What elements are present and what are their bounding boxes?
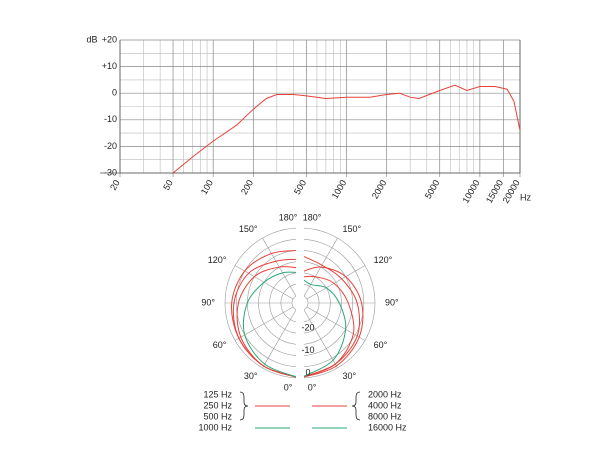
x-tick-label: 20 — [108, 178, 122, 192]
y-tick-label: -30 — [104, 167, 117, 177]
y-tick-label: -10 — [104, 114, 117, 124]
x-tick-label: 500 — [292, 178, 308, 196]
spoke — [262, 309, 296, 369]
x-tick-label: 10000 — [460, 178, 481, 205]
ring-label: -10 — [301, 345, 314, 355]
polar-curve — [242, 271, 296, 378]
polar-right — [304, 227, 376, 379]
polar-labels: 0° 30° 60° 90° 120° 150° 180° 0° 30° 60° 90° 120° 15… — [201, 212, 399, 392]
polar-curve — [304, 279, 347, 377]
x-tick-label: 20000 — [501, 178, 522, 205]
legend-label: 8000 Hz — [368, 411, 402, 421]
x-tick-label: 50 — [161, 178, 175, 192]
angle-label: 30° — [244, 371, 258, 381]
ring-label: -20 — [301, 323, 314, 333]
ring-label: 0 — [305, 367, 310, 377]
y-tick-label: +20 — [102, 34, 117, 44]
x-tick-label: 200 — [239, 178, 255, 196]
y-tick-label: +10 — [102, 61, 117, 71]
spoke — [234, 306, 294, 341]
legend-label: 4000 Hz — [368, 400, 402, 410]
brace — [351, 391, 361, 421]
polar-curve — [304, 266, 364, 378]
legend-label: 1000 Hz — [198, 422, 232, 432]
spoke — [306, 265, 366, 300]
angle-label: 120° — [208, 255, 227, 265]
angle-label: 30° — [343, 371, 357, 381]
legend-label: 16000 Hz — [368, 422, 407, 432]
polar-left — [224, 227, 296, 379]
legend-label: 2000 Hz — [368, 389, 402, 399]
angle-label: 150° — [343, 224, 362, 234]
brace — [239, 391, 249, 421]
x-tick-label: 1000 — [330, 178, 349, 200]
spoke — [306, 306, 366, 341]
legend-label: 250 Hz — [203, 400, 232, 410]
x-tick-label: 5000 — [423, 178, 442, 200]
angle-label: 120° — [374, 255, 393, 265]
y-tick-label: 0 — [112, 88, 117, 98]
angle-label: 180° — [303, 212, 322, 222]
angle-label: 60° — [213, 340, 227, 350]
polar-curve — [304, 275, 355, 378]
spoke — [304, 309, 338, 369]
legend-label: 125 Hz — [203, 389, 232, 399]
angle-label: 0° — [308, 382, 317, 392]
response-curve — [172, 84, 521, 174]
angle-label: 60° — [374, 340, 388, 350]
x-tick-label: 2000 — [370, 178, 389, 200]
angle-label: 90° — [385, 297, 399, 307]
angle-label: 150° — [239, 224, 258, 234]
x-tick-label: 100 — [199, 178, 215, 196]
legend-label: 500 Hz — [203, 411, 232, 421]
y-tick-label: -20 — [104, 141, 117, 151]
polar-curve — [236, 266, 296, 378]
x-axis-label: Hz — [520, 192, 531, 202]
angle-label: 90° — [201, 297, 215, 307]
y-axis-label: dB — [86, 34, 97, 44]
angle-label: 0° — [284, 382, 293, 392]
angle-label: 180° — [279, 212, 298, 222]
